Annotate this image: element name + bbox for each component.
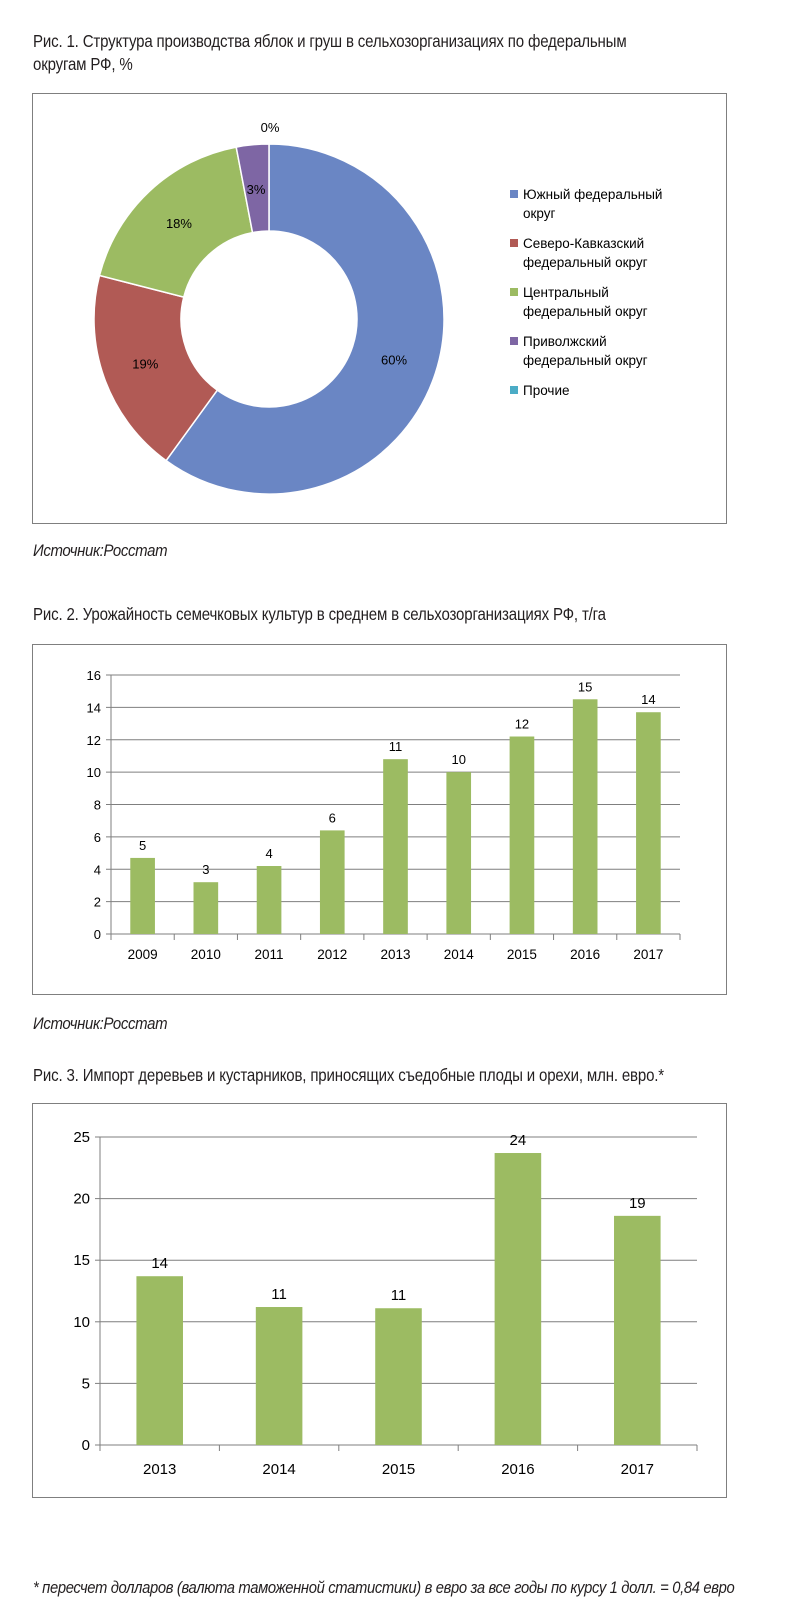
bar xyxy=(494,1153,542,1445)
bar-data-label: 14 xyxy=(151,1255,168,1272)
y-tick-label: 10 xyxy=(73,1314,90,1331)
donut-slice xyxy=(98,146,254,299)
fig1-source: Источник:Росстат xyxy=(33,541,168,560)
legend-label: федеральный округ xyxy=(523,353,648,368)
legend-label: Приволжский xyxy=(523,334,607,349)
legend-swatch xyxy=(510,288,518,296)
import-bar-chart: 0 5 10 15 20 25 14 2013 11 2014 11 2015 24 2016 19 2017 xyxy=(73,1129,698,1478)
bar xyxy=(136,1276,183,1445)
bar-data-label: 5 xyxy=(139,838,146,853)
bar-data-label: 4 xyxy=(265,846,272,861)
bar xyxy=(130,857,155,934)
legend-swatch xyxy=(510,386,518,394)
bar xyxy=(375,1308,422,1445)
fig3-chart-frame: 0 5 10 15 20 25 14 2013 11 2014 11 2015 24 2016 19 2017 xyxy=(32,1103,727,1498)
fig1-caption: Рис. 1. Структура производства яблок и г… xyxy=(33,31,627,74)
x-tick-label: 2013 xyxy=(380,947,410,962)
y-tick-label: 5 xyxy=(82,1375,90,1392)
legend-label: федеральный округ xyxy=(523,255,648,270)
y-tick-label: 20 xyxy=(73,1191,90,1208)
bar-data-label: 19 xyxy=(629,1195,646,1212)
bar-data-label: 15 xyxy=(578,679,592,694)
bar-data-label: 11 xyxy=(391,1287,407,1304)
x-tick-label: 2014 xyxy=(262,1461,295,1478)
bar-data-label: 12 xyxy=(515,717,529,732)
bar-data-label: 11 xyxy=(271,1286,287,1303)
y-tick-label: 2 xyxy=(94,895,101,910)
legend-label: округ xyxy=(523,206,556,221)
x-tick-label: 2015 xyxy=(382,1461,415,1478)
legend-label: Центральный xyxy=(523,285,609,300)
bar-data-label: 14 xyxy=(641,692,655,707)
y-tick-label: 8 xyxy=(94,798,101,813)
donut-slice xyxy=(93,274,219,462)
legend-label: Прочие xyxy=(523,383,570,398)
x-tick-label: 2014 xyxy=(444,947,475,962)
x-tick-label: 2013 xyxy=(143,1461,176,1478)
y-tick-label: 16 xyxy=(87,668,101,683)
bar xyxy=(383,759,408,934)
fig3-caption: Рис. 3. Импорт деревьев и кустарников, п… xyxy=(33,1065,664,1085)
bar xyxy=(255,1307,303,1445)
y-tick-label: 0 xyxy=(94,927,101,942)
donut-data-label: 3% xyxy=(247,182,266,197)
y-tick-label: 6 xyxy=(94,830,101,845)
donut-slice xyxy=(165,143,445,495)
bar xyxy=(572,699,598,934)
bar xyxy=(636,712,661,934)
y-tick-label: 14 xyxy=(87,700,101,715)
legend-label: Северо-Кавказский xyxy=(523,236,644,251)
x-tick-label: 2011 xyxy=(255,947,284,962)
fig2-caption: Рис. 2. Урожайность семечковых культур в… xyxy=(33,604,606,624)
bar-data-label: 6 xyxy=(329,810,336,825)
x-tick-label: 2010 xyxy=(191,947,221,962)
y-tick-label: 0 xyxy=(82,1437,90,1454)
y-tick-label: 4 xyxy=(94,862,101,877)
bar-data-label: 10 xyxy=(451,752,465,767)
footnote: * пересчет долларов (валюта таможенной с… xyxy=(33,1578,735,1597)
donut-chart: 60% 19% 18% 3% 0% Южный федеральный округ Север… xyxy=(93,120,662,495)
x-tick-label: 2012 xyxy=(317,947,347,962)
donut-data-label: 18% xyxy=(166,216,192,231)
bar-data-label: 3 xyxy=(202,862,209,877)
legend-label: федеральный округ xyxy=(523,304,648,319)
x-tick-label: 2016 xyxy=(570,947,600,962)
donut-data-label: 19% xyxy=(132,357,158,372)
donut-slice xyxy=(235,143,270,234)
bar xyxy=(509,736,535,934)
donut-data-label: 60% xyxy=(381,353,407,368)
legend-swatch xyxy=(510,239,518,247)
fig2-chart-frame: 0 2 4 6 8 10 12 14 16 5 2009 3 2010 4 2011 6 2012 11 2013 1… xyxy=(32,644,727,995)
bar-data-label: 24 xyxy=(510,1132,527,1149)
legend-swatch xyxy=(510,190,518,198)
bar xyxy=(446,772,472,934)
x-tick-label: 2015 xyxy=(507,947,537,962)
yield-bar-chart: 0 2 4 6 8 10 12 14 16 5 2009 3 2010 4 2011 6 2012 11 2013 1… xyxy=(87,668,681,962)
fig1-chart-frame: 60% 19% 18% 3% 0% Южный федеральный округ Север… xyxy=(32,93,727,524)
donut-data-label: 0% xyxy=(261,120,280,135)
fig2-source: Источник:Росстат xyxy=(33,1014,168,1033)
bar-data-label: 11 xyxy=(389,739,403,754)
x-tick-label: 2016 xyxy=(501,1461,534,1478)
legend-label: Южный федеральный xyxy=(523,187,662,202)
y-tick-label: 12 xyxy=(87,733,101,748)
legend-swatch xyxy=(510,337,518,345)
y-tick-label: 15 xyxy=(73,1252,90,1269)
bar xyxy=(256,866,282,934)
y-tick-label: 25 xyxy=(73,1129,90,1146)
x-tick-label: 2017 xyxy=(633,947,663,962)
bar xyxy=(614,1215,661,1445)
bar xyxy=(319,830,345,934)
y-tick-label: 10 xyxy=(87,765,101,780)
bar xyxy=(193,882,219,934)
x-tick-label: 2017 xyxy=(621,1461,654,1478)
x-tick-label: 2009 xyxy=(128,947,158,962)
